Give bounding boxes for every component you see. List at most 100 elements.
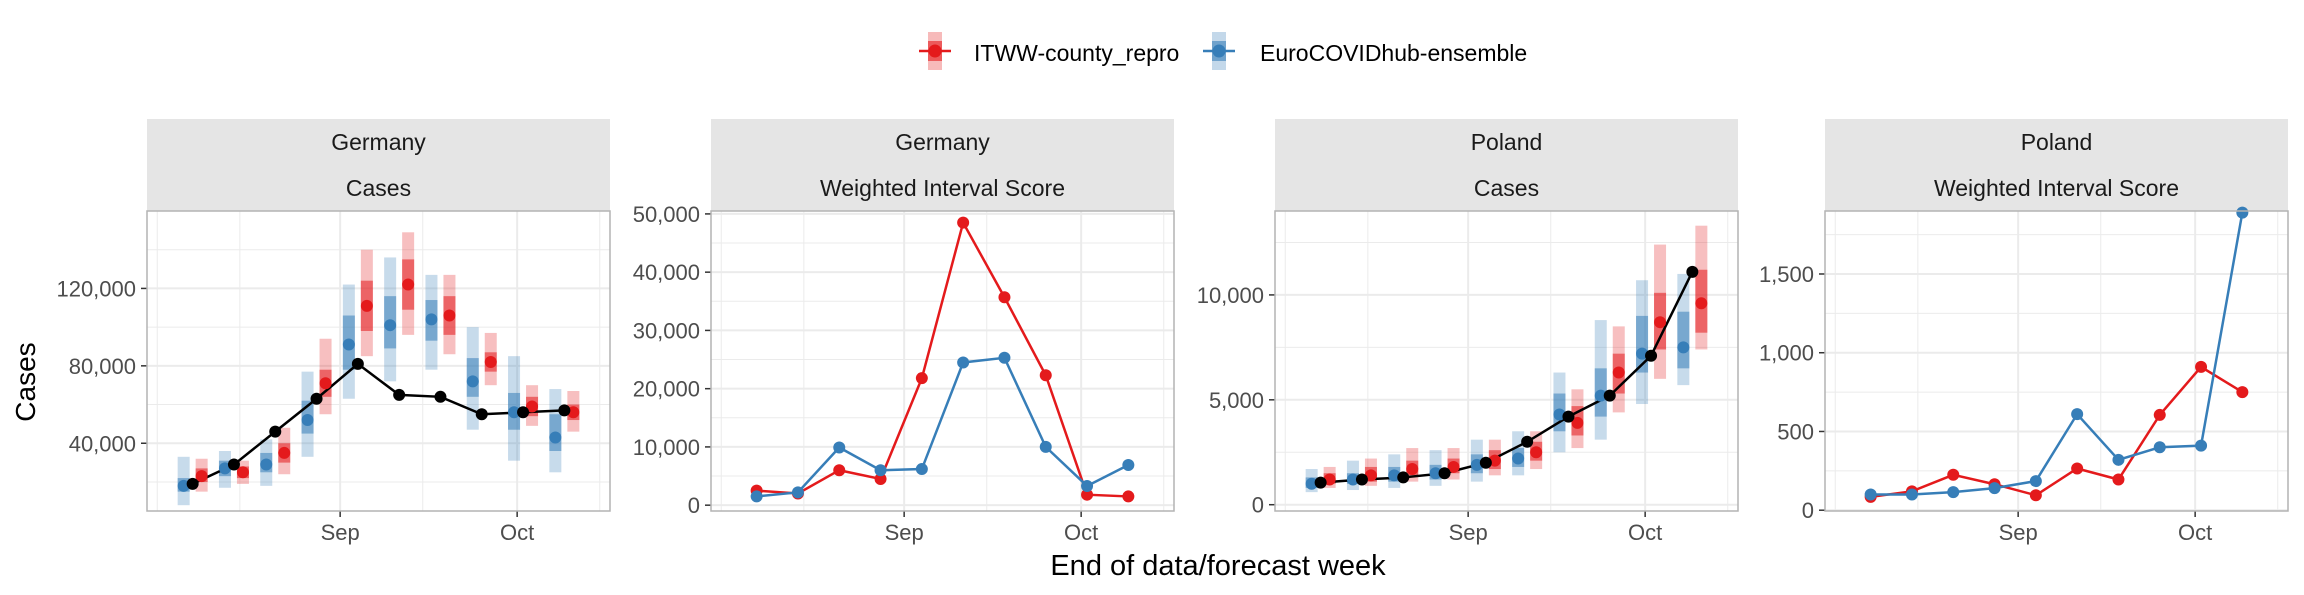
forecast-median-point: [1695, 297, 1708, 310]
score-point: [2153, 441, 2166, 454]
forecast-median-point: [360, 299, 373, 312]
forecast-median-point: [567, 406, 580, 419]
facet-strip-2: [1825, 165, 2288, 211]
forecast-median-point: [195, 470, 208, 483]
score-point: [2112, 473, 2125, 486]
legend-key-point: [1212, 44, 1226, 58]
observed-point: [269, 425, 282, 438]
facet-strip-label: Cases: [346, 175, 411, 201]
score-point: [2195, 439, 2208, 452]
score-point: [998, 351, 1011, 364]
forecast-median-point: [466, 375, 479, 388]
observed-point: [1314, 476, 1327, 489]
y-tick-label: 5,000: [1209, 388, 1264, 413]
panel-1: Germany Cases 40,000 80,000 120,000 Sep Oct: [56, 119, 611, 545]
forecast-median-point: [342, 338, 355, 351]
facet-strip-1: [1825, 119, 2288, 165]
score-point: [2112, 453, 2125, 466]
observed-point: [351, 357, 364, 370]
observed-point: [1686, 265, 1699, 278]
forecast-median-point: [1447, 460, 1460, 473]
observed-line: [1320, 271, 1694, 484]
panel-border: [146, 210, 611, 512]
y-tick-label: 80,000: [69, 354, 136, 379]
x-tick-label: Oct: [1064, 520, 1098, 545]
forecast-median-point: [301, 414, 314, 427]
y-tick-label: 500: [1777, 419, 1814, 444]
forecast-median-point: [1612, 366, 1625, 379]
x-tick-label: Sep: [321, 520, 360, 545]
panel-background: [147, 211, 610, 511]
y-tick-label: 0: [1802, 498, 1814, 523]
y-tick-label: 1,500: [1759, 262, 1814, 287]
score-point: [2195, 360, 2208, 373]
y-tick-label: 0: [1252, 493, 1264, 518]
forecast-median-point: [1388, 469, 1401, 482]
forecast-median-point: [484, 355, 497, 368]
forecast-median-point: [177, 479, 190, 492]
x-tick-label: Oct: [1628, 520, 1662, 545]
y-tick-label: 10,000: [1197, 283, 1264, 308]
score-point: [2071, 462, 2084, 475]
forecast-median-point: [402, 278, 415, 291]
facet-strip-2: [1275, 165, 1738, 211]
panel-border: [1824, 210, 2289, 512]
panel-background: [1275, 211, 1738, 511]
legend-key-point: [928, 44, 942, 58]
facet-strip-1: [147, 119, 610, 165]
score-line: [756, 219, 1129, 498]
score-point: [957, 356, 970, 369]
forecast-median-point: [425, 313, 438, 326]
score-point: [1947, 468, 1960, 481]
y-tick-label: 50,000: [633, 202, 700, 227]
observed-point: [1479, 456, 1492, 469]
forecast-median-point: [1594, 389, 1607, 402]
facet-strip-label: Germany: [895, 129, 990, 155]
forecast-median-point: [1677, 341, 1690, 354]
observed-point: [1397, 471, 1410, 484]
score-point: [2236, 386, 2249, 399]
forecast-median-point: [236, 466, 249, 479]
panel-border: [710, 210, 1175, 512]
panel-3: Poland Cases 0 5,000 10,000 Sep Oct: [1197, 119, 1739, 545]
observed-point: [186, 477, 199, 490]
facet-strip-2: [147, 165, 610, 211]
facet-strip-label: Germany: [331, 129, 426, 155]
score-point: [1122, 458, 1135, 471]
observed-point: [1521, 435, 1534, 448]
observed-point: [227, 458, 240, 471]
forecast-median-point: [1364, 469, 1377, 482]
y-tick-label: 0: [688, 493, 700, 518]
score-line: [756, 356, 1129, 498]
forecast-median-point: [319, 377, 332, 390]
y-tick-label: 40,000: [633, 260, 700, 285]
observed-point: [393, 388, 406, 401]
score-point: [2236, 206, 2249, 219]
score-point: [1039, 440, 1052, 453]
forecast-median-point: [1305, 477, 1318, 490]
x-tick-label: Sep: [1449, 520, 1488, 545]
score-point: [1988, 482, 2001, 495]
facet-strip-label: Weighted Interval Score: [1934, 175, 2179, 201]
observed-point: [310, 392, 323, 405]
y-tick-label: 20,000: [633, 377, 700, 402]
facet-strip-1: [711, 119, 1174, 165]
forecast-median-point: [1571, 416, 1584, 429]
score-point: [1122, 490, 1135, 503]
x-tick-label: Oct: [500, 520, 534, 545]
y-tick-label: 40,000: [69, 431, 136, 456]
score-point: [1081, 488, 1094, 501]
forecast-median-point: [549, 431, 562, 444]
score-point: [1905, 488, 1918, 501]
facet-strip-label: Poland: [1471, 129, 1543, 155]
y-tick-label: 120,000: [56, 276, 136, 301]
forecast-median-point: [1553, 408, 1566, 421]
score-point: [1081, 479, 1094, 492]
facet-strip-label: Cases: [1474, 175, 1539, 201]
score-point: [833, 441, 846, 454]
legend-label: ITWW-county_repro: [974, 40, 1179, 66]
score-point: [874, 472, 887, 485]
panel-4: Poland Weighted Interval Score 0 500 1,000 1,…: [1759, 119, 2289, 545]
facet-strip-1: [1275, 119, 1738, 165]
